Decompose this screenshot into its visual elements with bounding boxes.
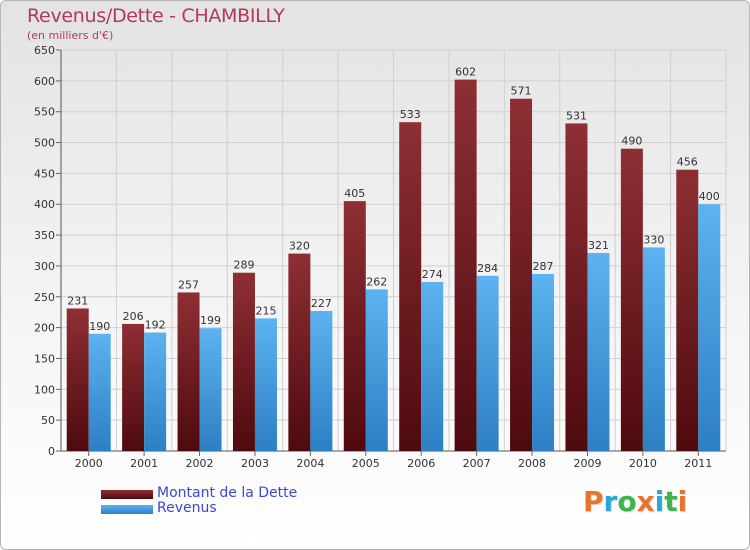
bar-revenus xyxy=(421,281,444,451)
data-label: 206 xyxy=(123,310,144,323)
bar-debt xyxy=(66,308,89,451)
bar-debt xyxy=(620,148,643,451)
bar-revenus xyxy=(254,318,277,451)
bar-revenus xyxy=(532,273,555,451)
ytick-label: 100 xyxy=(34,383,55,396)
bar-revenus xyxy=(365,289,388,451)
xtick-label: 2009 xyxy=(573,457,601,470)
ytick-label: 650 xyxy=(34,44,55,57)
data-label: 405 xyxy=(344,187,365,200)
data-label: 330 xyxy=(643,233,664,246)
ytick-label: 400 xyxy=(34,198,55,211)
xtick-label: 2001 xyxy=(130,457,158,470)
logo-letter: i xyxy=(654,485,665,518)
xtick-label: 2007 xyxy=(463,457,491,470)
data-label: 262 xyxy=(366,275,387,288)
ytick-label: 250 xyxy=(34,291,55,304)
xtick-label: 2006 xyxy=(407,457,435,470)
data-label: 490 xyxy=(621,135,642,148)
xtick-label: 2003 xyxy=(241,457,269,470)
ytick-label: 0 xyxy=(48,445,55,458)
bar-debt xyxy=(565,123,588,451)
bar-revenus xyxy=(199,328,222,451)
chart-title: Revenus/Dette - CHAMBILLY xyxy=(27,5,285,27)
xtick-label: 2008 xyxy=(518,457,546,470)
bars-layer xyxy=(66,79,721,452)
bar-revenus xyxy=(587,252,610,451)
data-label: 289 xyxy=(233,259,254,272)
legend-swatch-revenus xyxy=(101,505,153,514)
data-label: 257 xyxy=(178,278,199,291)
xtick-label: 2002 xyxy=(186,457,214,470)
logo-letter: t xyxy=(664,485,678,518)
bar-debt xyxy=(122,323,145,451)
bar-revenus xyxy=(310,310,333,451)
ytick-label: 450 xyxy=(34,167,55,180)
bar-debt xyxy=(232,272,255,451)
bar-debt xyxy=(177,292,200,451)
logo-letter: i xyxy=(677,485,688,518)
data-label: 190 xyxy=(89,320,110,333)
xtick-label: 2004 xyxy=(296,457,324,470)
chart-subtitle: (en milliers d'€) xyxy=(27,29,114,42)
bar-debt xyxy=(343,201,366,451)
data-label: 231 xyxy=(67,294,88,307)
ytick-label: 300 xyxy=(34,260,55,273)
data-label: 321 xyxy=(588,239,609,252)
legend-label-debt: Montant de la Dette xyxy=(157,485,298,501)
bar-debt xyxy=(676,169,699,451)
legend-label-revenus: Revenus xyxy=(157,500,217,516)
grid-layer xyxy=(56,49,727,456)
legend-swatch-debt xyxy=(101,490,153,499)
data-label: 192 xyxy=(145,319,166,332)
logo-letter: x xyxy=(636,485,655,518)
data-label: 287 xyxy=(533,260,554,273)
data-label: 320 xyxy=(289,240,310,253)
data-label: 400 xyxy=(699,190,720,203)
ytick-label: 550 xyxy=(34,106,55,119)
ytick-label: 350 xyxy=(34,229,55,242)
ytick-label: 150 xyxy=(34,352,55,365)
data-label: 274 xyxy=(422,268,443,281)
bar-debt xyxy=(510,98,533,451)
data-label: 571 xyxy=(511,85,532,98)
proxiti-logo: Proxiti xyxy=(583,485,687,518)
data-label: 227 xyxy=(311,297,332,310)
xtick-label: 2005 xyxy=(352,457,380,470)
ytick-label: 500 xyxy=(34,137,55,150)
data-label: 533 xyxy=(400,108,421,121)
labels-layer: 0 50 100 150 200 250 300 350 400 450 500 550 600 650 2… xyxy=(34,44,720,470)
bar-revenus xyxy=(476,275,499,451)
xtick-label: 2010 xyxy=(629,457,657,470)
logo-letter: r xyxy=(603,485,618,518)
bar-revenus xyxy=(698,204,721,451)
bar-revenus xyxy=(642,247,665,451)
data-label: 284 xyxy=(477,262,498,275)
ytick-label: 50 xyxy=(41,414,55,427)
bar-revenus xyxy=(88,333,111,451)
bar-debt xyxy=(399,122,422,452)
xtick-label: 2000 xyxy=(75,457,103,470)
logo-letter: o xyxy=(617,485,637,518)
bar-revenus xyxy=(144,332,167,451)
data-label: 199 xyxy=(200,314,221,327)
bar-debt xyxy=(288,253,311,451)
xtick-label: 2011 xyxy=(684,457,712,470)
ytick-label: 600 xyxy=(34,75,55,88)
data-label: 602 xyxy=(455,66,476,79)
data-label: 531 xyxy=(566,109,587,122)
logo-letter: P xyxy=(583,485,604,518)
ytick-label: 200 xyxy=(34,322,55,335)
data-label: 215 xyxy=(255,304,276,317)
bar-debt xyxy=(454,79,477,451)
data-label: 456 xyxy=(677,156,698,169)
